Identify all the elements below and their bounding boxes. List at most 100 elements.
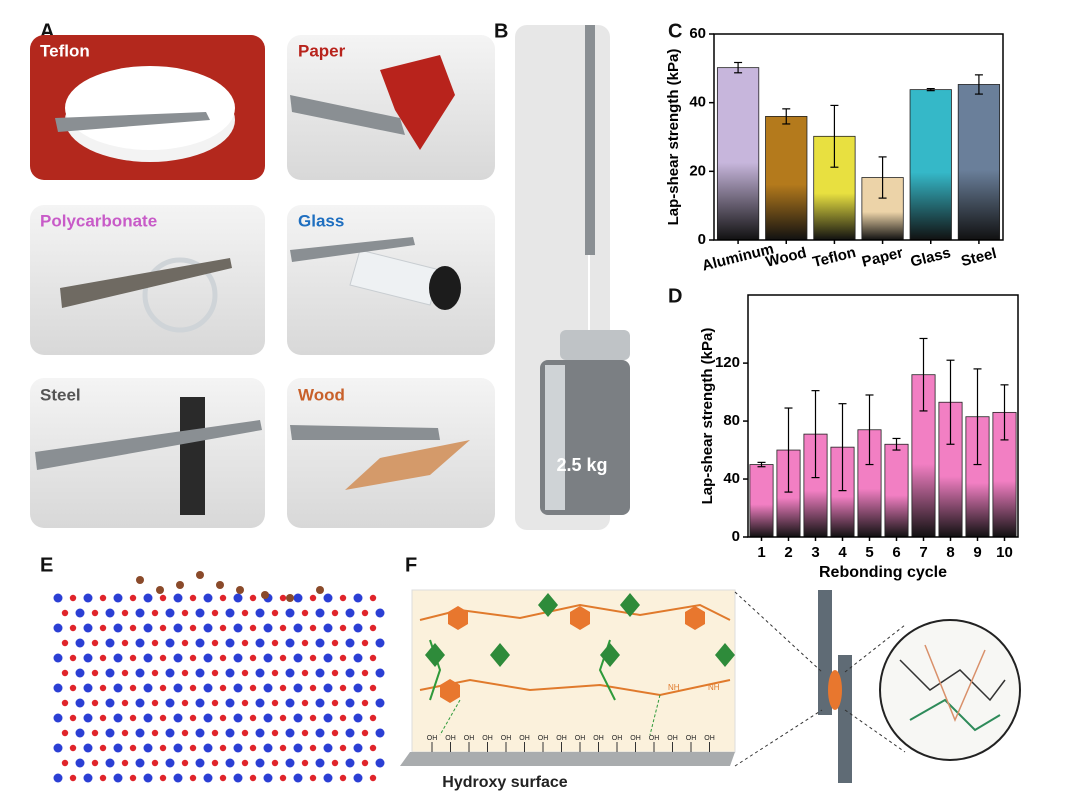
atom [225, 638, 235, 648]
atom [339, 654, 347, 662]
atom [219, 624, 227, 632]
atom [315, 608, 325, 618]
atom [75, 758, 85, 768]
atom [263, 773, 273, 783]
atom [189, 624, 197, 632]
surface-group: OH [501, 735, 512, 742]
atom [211, 609, 219, 617]
atom [233, 653, 243, 663]
atom [331, 669, 339, 677]
group-label: NH [708, 683, 720, 692]
atom [241, 699, 249, 707]
atom [143, 773, 153, 783]
atom [121, 759, 129, 767]
atom [165, 608, 175, 618]
atom [309, 714, 317, 722]
atom [53, 713, 63, 723]
surface-group: OH [464, 735, 475, 742]
atom [249, 714, 257, 722]
atom [99, 684, 107, 692]
photo-label: Glass [298, 211, 344, 230]
photo-weight: 2.5 kg [515, 25, 630, 530]
atom [361, 609, 369, 617]
atom [309, 624, 317, 632]
atom [369, 714, 377, 722]
atom [233, 593, 243, 603]
atom [339, 594, 347, 602]
atom [233, 713, 243, 723]
atom [323, 683, 333, 693]
atom [375, 698, 385, 708]
atom [113, 623, 123, 633]
atom [99, 744, 107, 752]
atom [353, 713, 363, 723]
atom [189, 744, 197, 752]
y-tick-label: 120 [715, 354, 740, 371]
atom [121, 639, 129, 647]
x-tick-label: Teflon [811, 244, 858, 271]
atom [69, 714, 77, 722]
atom [375, 608, 385, 618]
atom [211, 699, 219, 707]
atom [323, 623, 333, 633]
atom [225, 758, 235, 768]
atom [309, 774, 317, 782]
atom [301, 609, 309, 617]
atom [105, 608, 115, 618]
atom [331, 729, 339, 737]
atom [83, 683, 93, 693]
atom [285, 638, 295, 648]
atom [203, 773, 213, 783]
atom [331, 699, 339, 707]
atom [211, 729, 219, 737]
atom [285, 608, 295, 618]
atom [165, 668, 175, 678]
atom [339, 684, 347, 692]
panel-label: D [668, 285, 682, 307]
atom [83, 773, 93, 783]
atom [113, 653, 123, 663]
atom [375, 758, 385, 768]
atom [331, 759, 339, 767]
atom [353, 743, 363, 753]
atom [315, 698, 325, 708]
surface-group: OH [556, 735, 567, 742]
y-axis-title: Lap-shear strength (kPa) [665, 49, 682, 226]
atom [216, 581, 224, 589]
atom [91, 609, 99, 617]
atom [219, 774, 227, 782]
atom [293, 743, 303, 753]
atom [339, 744, 347, 752]
atom [61, 699, 69, 707]
atom [195, 728, 205, 738]
atom [203, 713, 213, 723]
panel-label: B [494, 20, 508, 42]
y-tick-label: 40 [689, 94, 706, 111]
atom [203, 683, 213, 693]
atom [315, 758, 325, 768]
atom [195, 638, 205, 648]
atom [353, 653, 363, 663]
atom [105, 638, 115, 648]
atom [189, 774, 197, 782]
group-label: NH [668, 683, 680, 692]
atom [233, 623, 243, 633]
atom [361, 729, 369, 737]
atom [75, 668, 85, 678]
atom [181, 669, 189, 677]
atom [353, 593, 363, 603]
atom [173, 743, 183, 753]
atom [75, 698, 85, 708]
atom [61, 669, 69, 677]
atom [121, 729, 129, 737]
atom [83, 743, 93, 753]
atom [135, 638, 145, 648]
atom [195, 668, 205, 678]
atom [345, 668, 355, 678]
atom [263, 623, 273, 633]
atom [279, 654, 287, 662]
atom [189, 714, 197, 722]
bar [765, 116, 808, 241]
atom [113, 743, 123, 753]
atom [263, 653, 273, 663]
